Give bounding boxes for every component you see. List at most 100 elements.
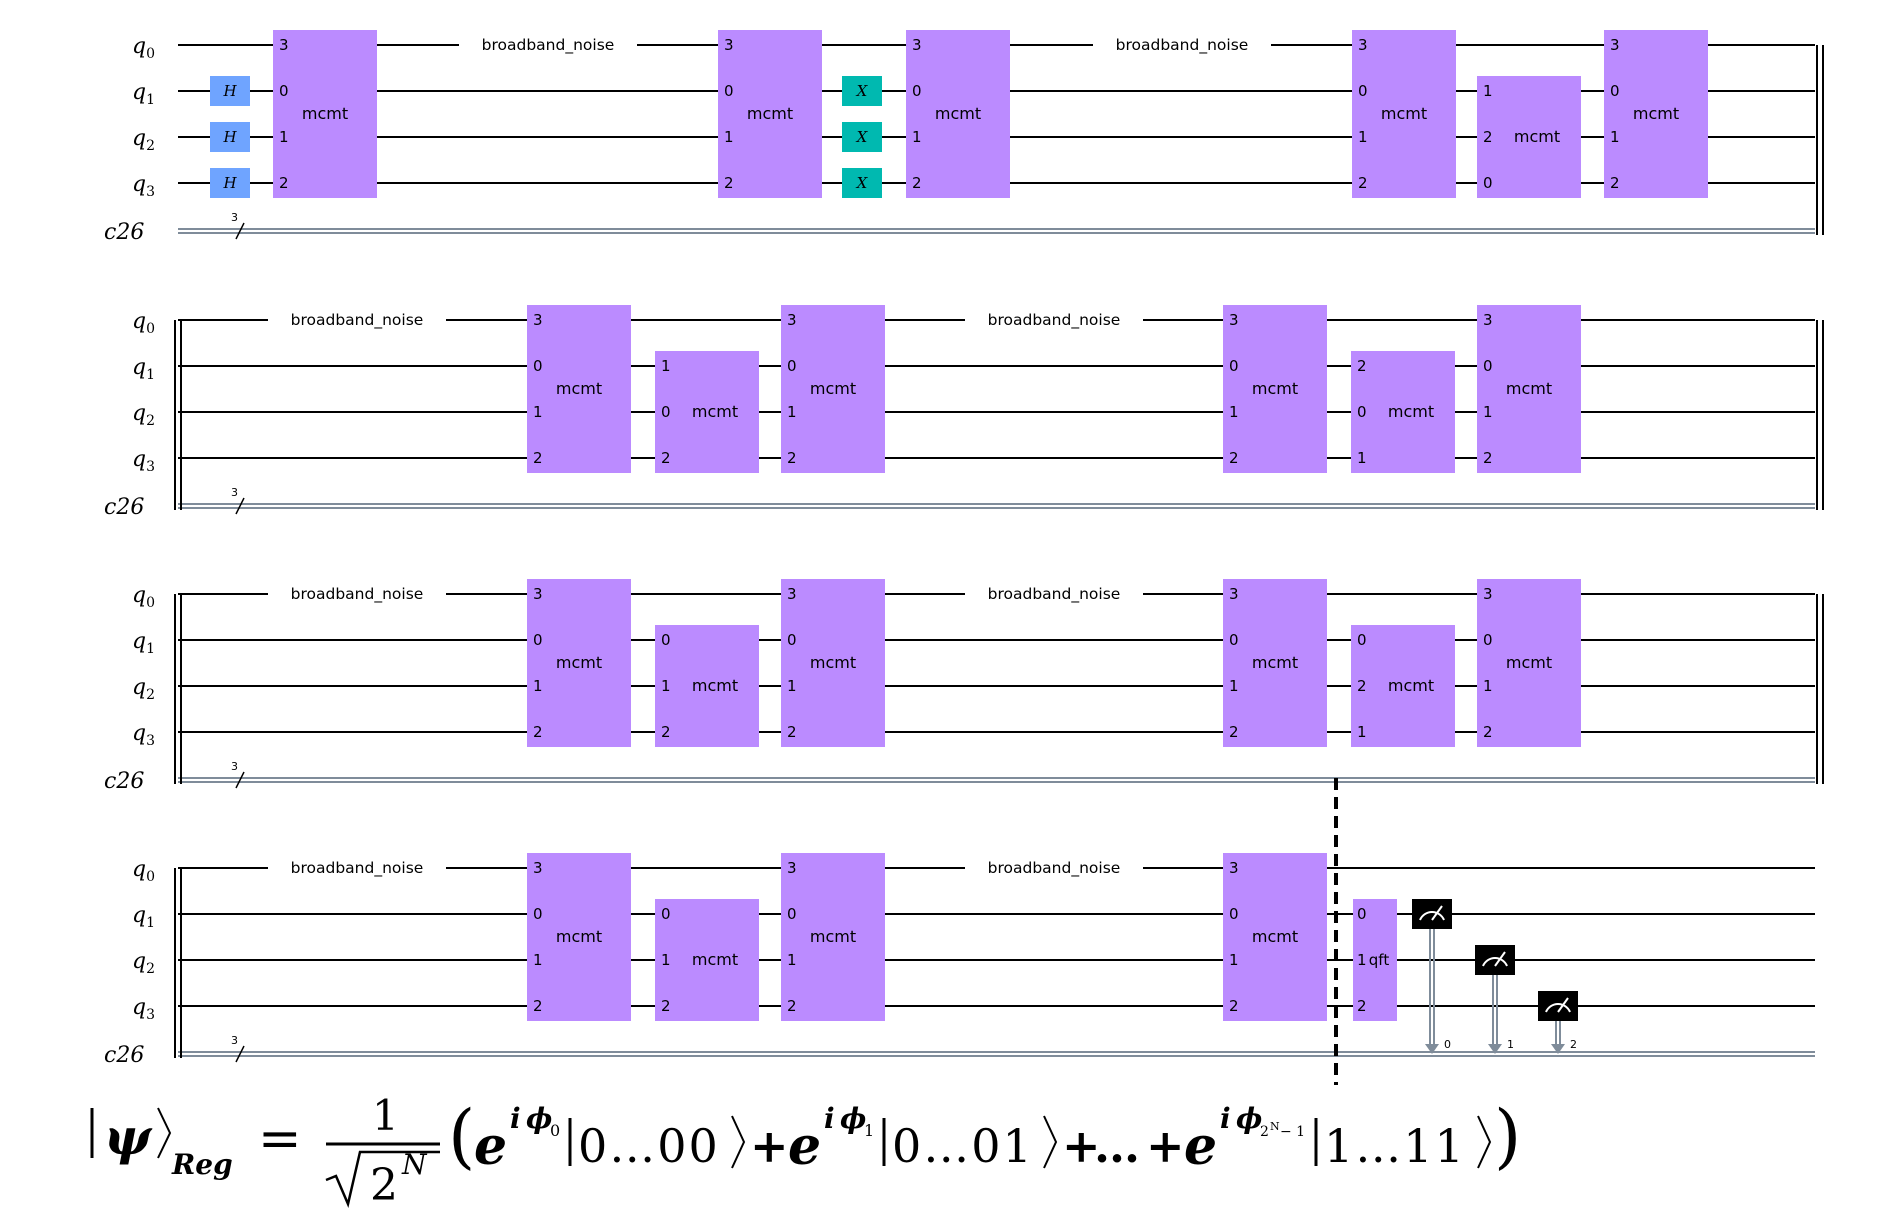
qubit-label-q3: q3	[132, 995, 155, 1023]
mcmt-pin-label: 1	[787, 677, 797, 695]
mcmt-pin-label: 1	[1358, 128, 1368, 146]
mcmt-gate-label: mcmt	[556, 653, 602, 672]
qubit-label-q2: q2	[132, 949, 155, 977]
mcmt-gate-label: mcmt	[692, 676, 738, 695]
noise-label-bg	[459, 33, 637, 55]
term1-i: i	[510, 1102, 521, 1135]
mcmt-pin-label: 2	[724, 174, 734, 192]
hadamard-gate-label: H	[222, 128, 237, 146]
hadamard-gate	[210, 76, 250, 106]
mcmt-pin-label: 2	[1483, 723, 1493, 741]
mcmt-pin-label: 0	[1483, 631, 1493, 649]
meter-icon	[1419, 911, 1445, 921]
mcmt-pin-label: 2	[533, 449, 543, 467]
mcmt-pin-label: 1	[661, 357, 671, 375]
mcmt-pin-label: 1	[533, 951, 543, 969]
mcmt-pin-label: 2	[1357, 357, 1367, 375]
mcmt-pin-label: 0	[912, 82, 922, 100]
quantum-circuit-diagram: q0 q1 q2 q3 c26 3 H H H 3 0 1 2 mcmt broadband_noise 3 0…	[104, 30, 1824, 1085]
qubit-label-q1: q1	[132, 629, 155, 657]
qubit-label-q2: q2	[132, 126, 155, 154]
mcmt-pin-label: 1	[787, 951, 797, 969]
mcmt-gate	[1351, 351, 1455, 473]
mcmt-pin-label: 0	[787, 631, 797, 649]
mcmt-gate	[906, 30, 1010, 198]
broadband-noise-label: broadband_noise	[291, 859, 424, 878]
mcmt-pin-label: 3	[533, 859, 543, 877]
qubit-label-q3: q3	[132, 172, 155, 200]
ket1-angle	[731, 1115, 746, 1169]
qft-pin-label: 0	[1357, 905, 1367, 923]
mcmt-pin-label: 2	[279, 174, 289, 192]
mcmt-gate-label: mcmt	[302, 104, 348, 123]
x-gate-label: X	[856, 82, 869, 100]
broadband-noise-label: broadband_noise	[291, 585, 424, 604]
mcmt-pin-label: 2	[1229, 723, 1239, 741]
mcmt-pin-label: 1	[1229, 403, 1239, 421]
mcmt-pin-label: 3	[1229, 859, 1239, 877]
broadband-noise-label: broadband_noise	[988, 585, 1121, 604]
term2-phi: ϕ	[840, 1102, 866, 1135]
ket2-angle	[1043, 1115, 1058, 1169]
mcmt-pin-label: 3	[1610, 36, 1620, 54]
mcmt-gate-label: mcmt	[1506, 379, 1552, 398]
mcmt-gate-label: mcmt	[692, 950, 738, 969]
mcmt-gate	[1477, 305, 1581, 473]
mcmt-pin-label: 2	[533, 723, 543, 741]
meter-icon	[1482, 957, 1508, 967]
meter-icon	[1545, 1003, 1571, 1013]
mcmt-gate	[1223, 579, 1327, 747]
mcmt-pin-label: 2	[1483, 128, 1493, 146]
noise-label-bg	[965, 856, 1143, 878]
hadamard-gate	[210, 122, 250, 152]
mcmt-gate-label: mcmt	[747, 104, 793, 123]
ket3-label: 1…11	[1324, 1119, 1466, 1173]
mcmt-pin-label: 1	[1357, 449, 1367, 467]
term3-phase-exponent: N	[1270, 1120, 1280, 1133]
classical-register-label: c26	[104, 495, 144, 520]
x-gate	[842, 76, 882, 106]
mcmt-gate-label: mcmt	[1633, 104, 1679, 123]
qubit-label-q0: q0	[132, 857, 155, 885]
bus-slash	[235, 1045, 245, 1063]
mcmt-pin-label: 0	[787, 905, 797, 923]
mcmt-gate-label: mcmt	[1252, 379, 1298, 398]
classical-register-label: c26	[104, 220, 144, 245]
mcmt-gate-label: mcmt	[1388, 402, 1434, 421]
noise-label-bg	[1093, 33, 1271, 55]
qft-gate	[1353, 899, 1397, 1021]
mcmt-pin-label: 0	[661, 905, 671, 923]
mcmt-gate	[1352, 30, 1456, 198]
mcmt-pin-label: 2	[1229, 997, 1239, 1015]
classical-bit-count: 3	[231, 760, 238, 773]
psi-symbol: ψ	[104, 1107, 153, 1166]
mcmt-gate-label: mcmt	[935, 104, 981, 123]
ket2-label: 0…01	[892, 1119, 1034, 1173]
mcmt-pin-label: 0	[279, 82, 289, 100]
mcmt-gate	[527, 853, 631, 1021]
plus-3: +	[1146, 1119, 1185, 1173]
plus-2: +	[1062, 1119, 1101, 1173]
sqrt-exponent: N	[401, 1148, 428, 1181]
measure-arrow	[1488, 1044, 1502, 1054]
qubit-label-q1: q1	[132, 355, 155, 383]
state-formula: ψ Reg = 1 2 N ( e i ϕ 0 0…00 + e i ϕ 1 0…	[80, 1088, 1820, 1208]
mcmt-pin-label: 1	[1610, 128, 1620, 146]
meter-needle	[1431, 905, 1443, 921]
ket1-label: 0…00	[578, 1119, 720, 1173]
qubit-label-q1: q1	[132, 903, 155, 931]
noise-label-bg	[268, 582, 446, 604]
open-paren: (	[448, 1095, 475, 1177]
qft-gate-label: qft	[1369, 951, 1390, 969]
broadband-noise-label: broadband_noise	[988, 311, 1121, 330]
mcmt-gate-label: mcmt	[1252, 927, 1298, 946]
measure-bit-index: 1	[1507, 1038, 1514, 1051]
mcmt-gate-label: mcmt	[1381, 104, 1427, 123]
mcmt-gate	[1477, 76, 1581, 198]
mcmt-pin-label: 1	[912, 128, 922, 146]
noise-label-bg	[268, 856, 446, 878]
mcmt-pin-label: 3	[912, 36, 922, 54]
measure-arrow	[1425, 1044, 1439, 1054]
qubit-label-q2: q2	[132, 401, 155, 429]
qubit-label-q3: q3	[132, 447, 155, 475]
